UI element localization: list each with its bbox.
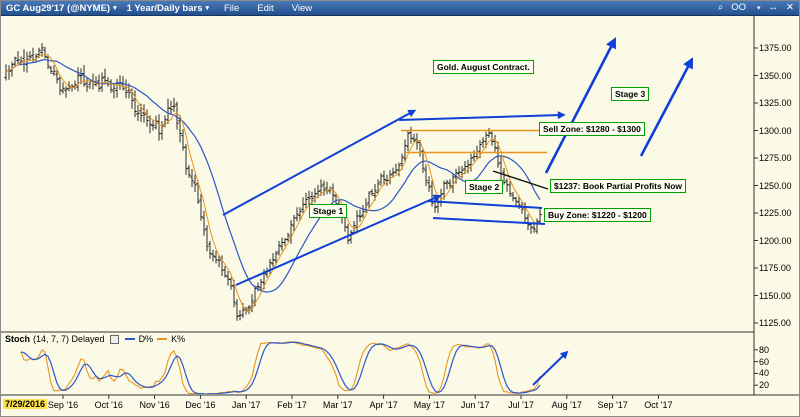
arrowhead-stoch-breakout-arrow [559, 350, 569, 360]
menu-edit[interactable]: Edit [257, 2, 274, 14]
trendline-profit-pointer-line[interactable] [492, 170, 549, 190]
stoch-settings-label: (14, 7, 7) Delayed [33, 334, 105, 344]
close-icon[interactable]: ✕ [786, 2, 794, 14]
timeframe-label: 1 Year/Daily bars [126, 2, 203, 14]
stoch-d-swatch-icon [124, 338, 135, 340]
arrowhead-stage3-arrow-2 [683, 57, 694, 70]
linked-windows-icon[interactable]: OO [731, 2, 747, 14]
trendline-stage3-arrow-2[interactable] [639, 62, 692, 157]
trendline-stage2-support-upper[interactable] [426, 200, 543, 209]
titlebar-left: GC Aug29'17 (@NYME) ▾ 1 Year/Daily bars … [6, 3, 315, 14]
trendline-resistance-arrow[interactable] [398, 114, 562, 121]
chevron-down-icon: ▾ [113, 4, 117, 12]
indicator-settings-icon[interactable] [109, 334, 119, 344]
menu-view[interactable]: View [291, 2, 313, 14]
titlebar-controls: ⌕ OO ▾ ↔ ✕ [718, 3, 794, 13]
arrowhead-resistance-arrow [557, 111, 566, 120]
stoch-d-label: D% [138, 334, 154, 344]
ma-slow-line [5, 59, 541, 293]
resize-icon[interactable]: ↔ [768, 2, 779, 14]
zoom-icon[interactable]: ⌕ [717, 2, 724, 14]
menu-file[interactable]: File [224, 2, 240, 14]
arrowhead-stage3-arrow-1 [606, 37, 616, 50]
chevron-down-icon: ▾ [205, 4, 209, 12]
trendline-stage2-support-lower[interactable] [432, 217, 546, 225]
trendline-stage3-arrow-1[interactable] [544, 42, 615, 174]
trendline-stoch-breakout-arrow[interactable] [532, 353, 566, 386]
titlebar[interactable]: GC Aug29'17 (@NYME) ▾ 1 Year/Daily bars … [1, 1, 799, 16]
stoch-k-label: K% [171, 334, 186, 344]
arrowhead-stage1-channel-bottom [432, 194, 442, 202]
symbol-label: GC Aug29'17 (@NYME) [6, 2, 111, 14]
timeframe-selector[interactable]: 1 Year/Daily bars ▾ [127, 3, 209, 14]
chart-annotation[interactable]: Gold. August Contract. [433, 60, 534, 74]
stoch-k-swatch-icon [157, 338, 168, 340]
chevron-down-icon: ▾ [757, 4, 761, 12]
trendline-stage1-channel-bottom[interactable] [235, 196, 438, 286]
ma-fast-line [5, 53, 541, 313]
stoch-d-line [20, 341, 541, 394]
chart-annotation[interactable]: $1237: Book Partial Profits Now [550, 179, 687, 193]
date-origin-highlight: 7/29/2016 [3, 399, 48, 409]
symbol-selector[interactable]: GC Aug29'17 (@NYME) ▾ [6, 3, 117, 14]
stoch-header: Stoch (14, 7, 7) Delayed D% K% [5, 334, 185, 344]
chart-annotation[interactable]: Buy Zone: $1220 - $1200 [544, 208, 651, 222]
arrowhead-stage1-channel-top [407, 109, 417, 117]
chart-annotation[interactable]: Stage 3 [611, 87, 650, 101]
stoch-indicator-name[interactable]: Stoch [5, 334, 31, 344]
price-bars [4, 43, 542, 321]
chart-annotation[interactable]: Stage 2 [465, 180, 504, 194]
stoch-k-line [20, 341, 541, 394]
trendline-stage1-channel-top[interactable] [222, 111, 413, 216]
chart-annotation[interactable]: Sell Zone: $1280 - $1300 [539, 122, 645, 136]
chart-annotation[interactable]: Stage 1 [309, 204, 348, 218]
